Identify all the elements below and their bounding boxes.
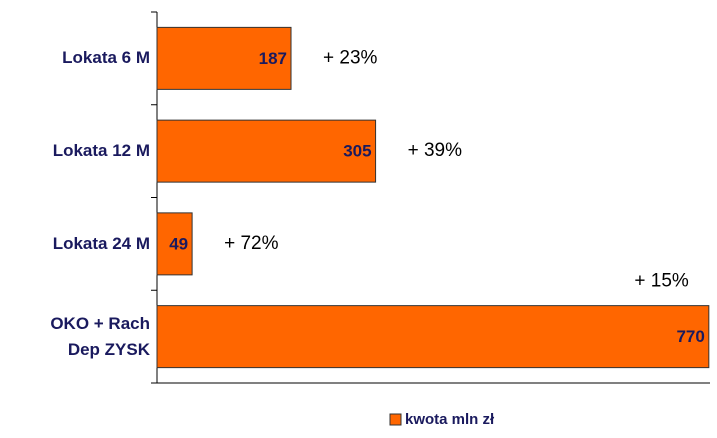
y-tick-label: OKO + Rach Dep ZYSK [50,313,150,359]
y-tick-label: Lokata 24 M [52,233,150,253]
y-tick-label: Lokata 12 M [52,141,150,161]
annotation: + 23% [323,47,378,68]
legend-swatch [389,413,402,426]
value-label: 49 [169,234,188,253]
y-tick-label: Lokata 6 M [62,48,150,68]
value-label: 305 [343,142,371,161]
legend-label: kwota mln zł [405,411,495,428]
bar [156,212,193,276]
bar [156,119,377,183]
value-label: 770 [676,327,704,346]
value-label: 187 [259,49,287,68]
annotation: + 72% [224,233,279,254]
bar [156,305,710,369]
annotation: + 39% [408,140,463,161]
annotation: + 15% [634,271,689,292]
bar [156,26,292,90]
